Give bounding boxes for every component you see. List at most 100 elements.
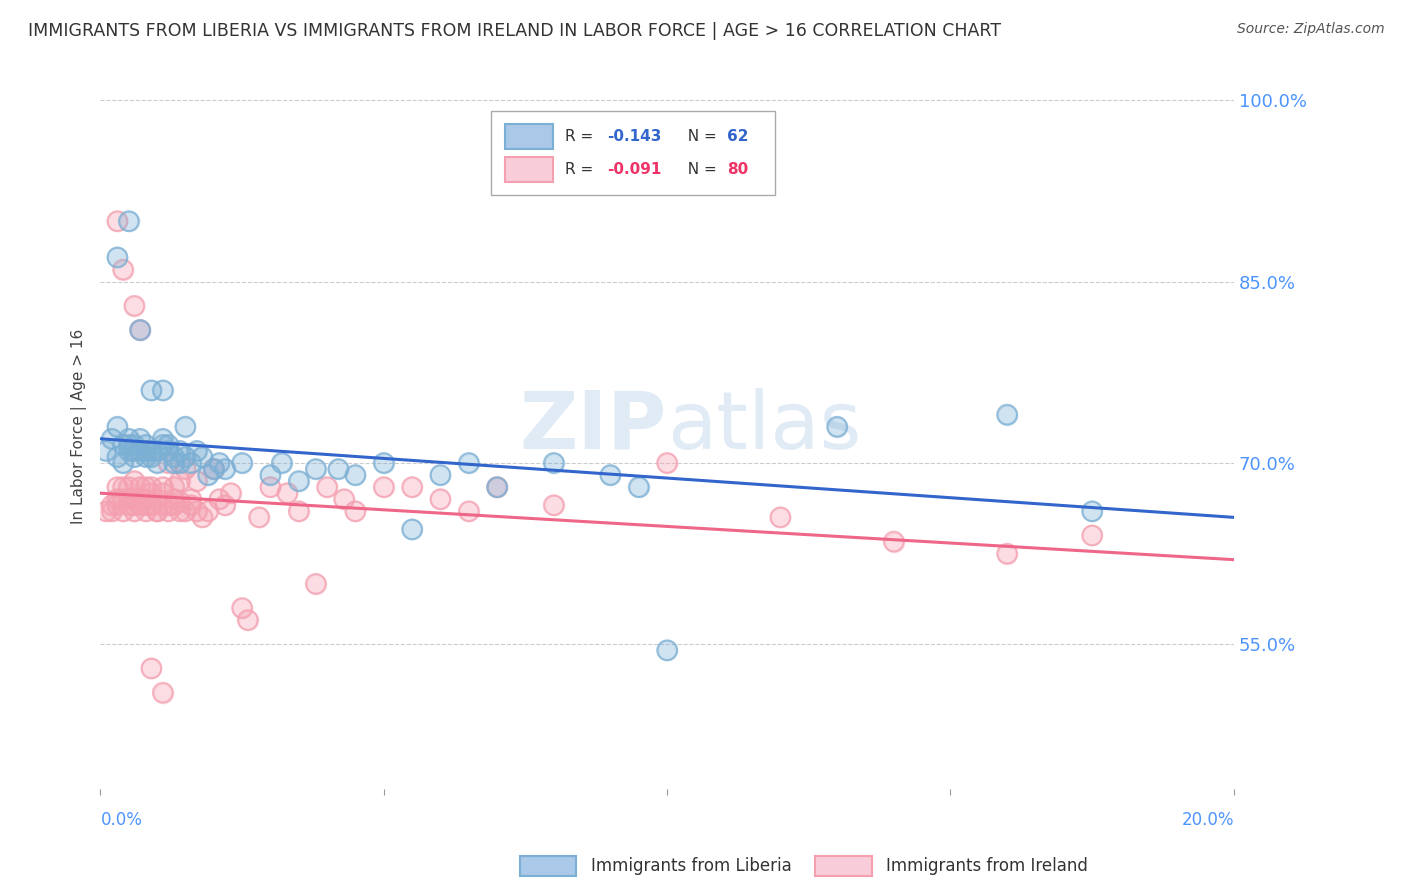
Point <box>152 685 174 699</box>
Point <box>141 661 163 675</box>
Point <box>141 443 163 458</box>
Point <box>486 480 509 494</box>
Point <box>219 486 242 500</box>
Point <box>118 480 141 494</box>
Point <box>169 474 191 488</box>
Text: -0.091: -0.091 <box>607 162 661 178</box>
Point <box>180 498 202 512</box>
Point <box>112 492 135 507</box>
Point <box>191 510 214 524</box>
Point <box>124 299 146 313</box>
Point <box>135 438 157 452</box>
Point <box>135 480 157 494</box>
Point <box>100 432 122 446</box>
Point <box>124 498 146 512</box>
Point <box>197 504 219 518</box>
Point <box>129 498 152 512</box>
Point <box>247 510 270 524</box>
Point <box>305 577 328 591</box>
Point <box>825 419 848 434</box>
Point <box>152 498 174 512</box>
Text: R =: R = <box>565 162 598 178</box>
Point <box>231 456 253 470</box>
Point <box>94 504 117 518</box>
Text: atlas: atlas <box>666 388 862 466</box>
Point <box>543 498 565 512</box>
Point <box>124 492 146 507</box>
Point <box>236 613 259 627</box>
Point <box>163 450 186 464</box>
Point <box>152 685 174 699</box>
Point <box>259 480 281 494</box>
Point <box>769 510 792 524</box>
Point <box>107 480 129 494</box>
Point <box>152 384 174 398</box>
Point <box>236 613 259 627</box>
Point <box>627 480 650 494</box>
Point <box>247 510 270 524</box>
Point <box>112 456 135 470</box>
Point <box>107 251 129 265</box>
Point <box>169 456 191 470</box>
Point <box>141 486 163 500</box>
Point <box>107 492 129 507</box>
Point <box>186 504 208 518</box>
Point <box>457 456 479 470</box>
Point <box>152 486 174 500</box>
Point <box>107 214 129 228</box>
Point <box>995 408 1018 422</box>
Point <box>186 443 208 458</box>
Point <box>429 468 451 483</box>
Point <box>163 480 186 494</box>
Point <box>457 504 479 518</box>
Point <box>1081 504 1104 518</box>
Point <box>94 504 117 518</box>
Point <box>543 498 565 512</box>
Point <box>118 438 141 452</box>
Point <box>100 432 122 446</box>
Point <box>373 456 395 470</box>
Point <box>157 456 180 470</box>
Point <box>169 504 191 518</box>
FancyBboxPatch shape <box>492 112 775 194</box>
Point <box>163 492 186 507</box>
Point <box>995 547 1018 561</box>
Point <box>186 474 208 488</box>
Text: Immigrants from Liberia: Immigrants from Liberia <box>591 857 792 875</box>
Point <box>135 450 157 464</box>
Point <box>157 504 180 518</box>
Point <box>995 408 1018 422</box>
Point <box>401 523 423 537</box>
Point <box>429 468 451 483</box>
Point <box>174 450 197 464</box>
Point <box>180 456 202 470</box>
Point <box>146 456 169 470</box>
Point <box>118 498 141 512</box>
Point <box>146 492 169 507</box>
Point <box>107 419 129 434</box>
Point <box>180 498 202 512</box>
Point <box>118 432 141 446</box>
Point <box>174 462 197 476</box>
Point <box>146 456 169 470</box>
Point <box>124 438 146 452</box>
Point <box>429 492 451 507</box>
Text: -0.143: -0.143 <box>607 128 661 144</box>
Point <box>124 474 146 488</box>
Point <box>129 443 152 458</box>
Bar <box>505 124 553 149</box>
Point <box>655 643 678 657</box>
Point <box>152 384 174 398</box>
Point <box>344 504 367 518</box>
Point <box>157 498 180 512</box>
Point <box>157 498 180 512</box>
Point <box>163 456 186 470</box>
Point <box>276 486 298 500</box>
Point <box>107 498 129 512</box>
Point <box>135 492 157 507</box>
Point <box>169 504 191 518</box>
Point <box>152 432 174 446</box>
Text: 80: 80 <box>727 162 748 178</box>
Text: 62: 62 <box>727 128 748 144</box>
Point <box>112 480 135 494</box>
